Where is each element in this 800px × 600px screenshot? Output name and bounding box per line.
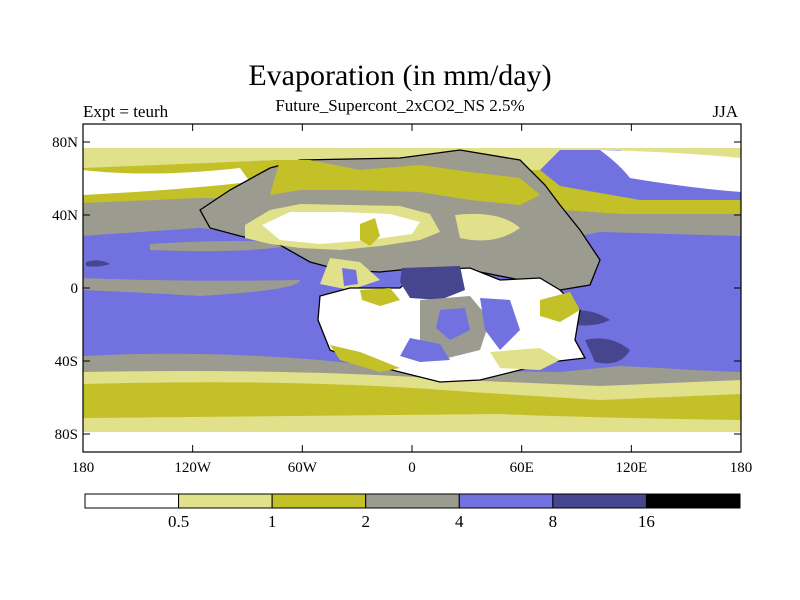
season-label: JJA xyxy=(712,102,738,121)
colorbar-swatch xyxy=(178,493,273,509)
y-tick-label: 80N xyxy=(52,135,78,151)
colorbar-swatch xyxy=(84,493,180,509)
colorbar-swatch xyxy=(365,493,460,509)
y-tick-label: 40N xyxy=(52,208,78,224)
colorbar-swatch xyxy=(458,493,554,509)
x-tick-label: 0 xyxy=(408,460,416,476)
chart-title: Evaporation (in mm/day) xyxy=(248,59,552,92)
colorbar-swatch xyxy=(271,493,367,509)
colorbar-label: 2 xyxy=(361,512,370,531)
x-tick-label: 60E xyxy=(510,460,534,476)
x-tick-label: 120E xyxy=(615,460,647,476)
x-tick-label: 120W xyxy=(174,460,212,476)
y-tick-label: 80S xyxy=(55,427,78,443)
colorbar-label: 0.5 xyxy=(168,512,189,531)
colorbar-label: 1 xyxy=(268,512,277,531)
experiment-label: Expt = teurh xyxy=(83,102,169,121)
colorbar: 0.5 1 2 4 8 16 xyxy=(84,493,741,531)
map-field xyxy=(83,124,741,452)
colorbar-label: 16 xyxy=(638,512,655,531)
axis-ticks: 180 120W 60W 0 60E 120E 180 80N 40N 0 40S 80S xyxy=(52,124,752,476)
x-tick-label: 180 xyxy=(730,460,753,476)
x-tick-label: 180 xyxy=(72,460,95,476)
y-tick-label: 40S xyxy=(55,354,78,370)
y-tick-label: 0 xyxy=(71,281,79,297)
colorbar-label: 8 xyxy=(549,512,558,531)
colorbar-swatch xyxy=(552,493,647,509)
colorbar-label: 4 xyxy=(455,512,464,531)
colorbar-swatch xyxy=(645,493,741,509)
chart-subtitle: Future_Supercont_2xCO2_NS 2.5% xyxy=(275,96,525,115)
x-tick-label: 60W xyxy=(288,460,318,476)
